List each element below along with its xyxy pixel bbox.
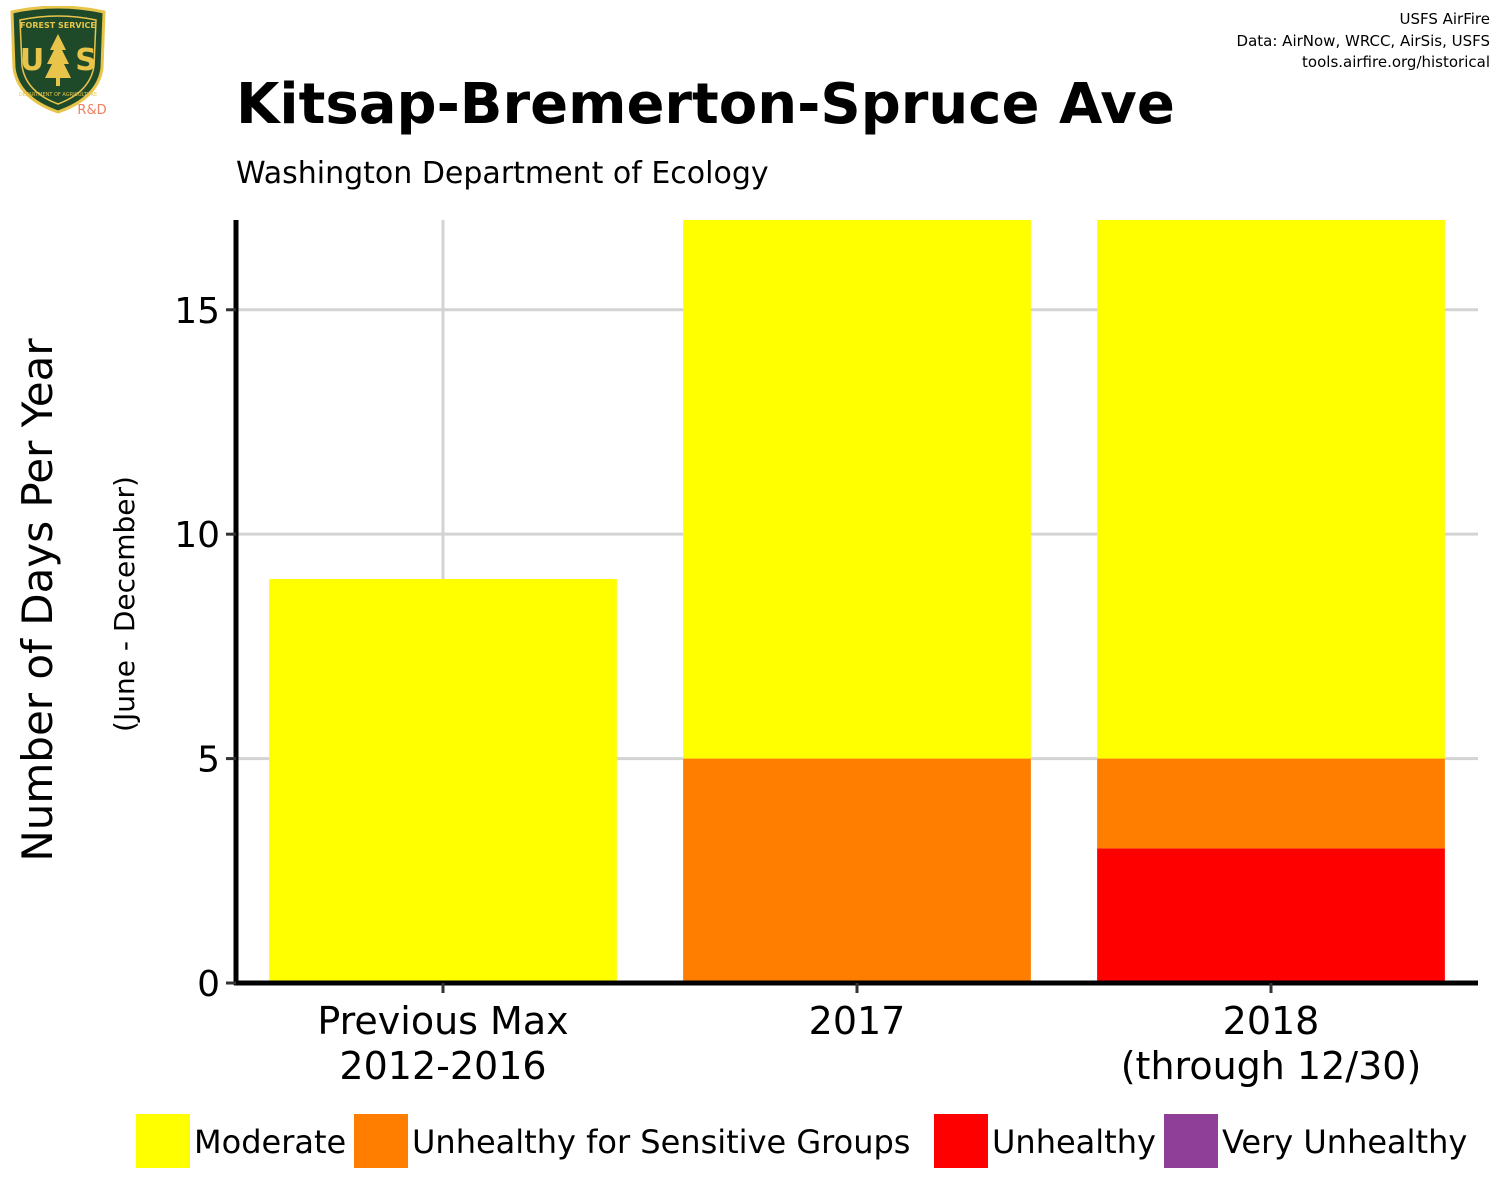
y-tick-label: 5 <box>197 740 220 781</box>
y-tick-label: 15 <box>174 291 220 332</box>
legend-swatch-moderate <box>136 1114 190 1168</box>
tree-icon <box>45 34 71 78</box>
y-tick-label: 0 <box>197 964 220 1005</box>
legend-swatch-very-unhealthy <box>1164 1114 1218 1168</box>
bar-unhealthy-2 <box>1097 848 1445 983</box>
y-tick-label: 10 <box>174 515 220 556</box>
legend-swatch-unhealthy-for-sensitive-groups <box>354 1114 408 1168</box>
bar-moderate-0 <box>269 579 617 983</box>
x-tick-label: (through 12/30) <box>1121 1044 1422 1088</box>
x-tick-label: 2012-2016 <box>339 1044 546 1088</box>
credit-line-2: Data: AirNow, WRCC, AirSis, USFS <box>1236 32 1490 50</box>
svg-text:U: U <box>20 43 44 78</box>
legend-swatch-unhealthy <box>934 1114 988 1168</box>
logo-top-text: FOREST SERVICE <box>20 21 96 30</box>
usfs-shield-logo: FOREST SERVICE U S DEPARTMENT OF AGRICUL… <box>10 6 107 114</box>
y-axis-title: Number of Days Per Year <box>13 338 62 862</box>
y-axis-subtitle: (June - December) <box>108 476 141 732</box>
legend-label-very-unhealthy: Very Unhealthy <box>1222 1123 1467 1161</box>
credit-line-3: tools.airfire.org/historical <box>1302 53 1490 71</box>
x-tick-label: 2017 <box>809 999 906 1043</box>
x-tick-label: Previous Max <box>317 999 568 1043</box>
svg-text:S: S <box>75 43 97 78</box>
x-tick-label: 2018 <box>1223 999 1320 1043</box>
bar-unhealthy-for-sensitive-groups-2 <box>1097 758 1445 849</box>
credit-line-1: USFS AirFire <box>1399 10 1490 28</box>
logo-rd-badge: R&D <box>77 103 106 114</box>
chart-title: Kitsap-Bremerton-Spruce Ave <box>236 72 1175 137</box>
logo-bottom-text: DEPARTMENT OF AGRICULTURE <box>19 92 97 98</box>
bar-moderate-2 <box>1097 220 1445 759</box>
bar-moderate-1 <box>683 220 1031 759</box>
chart-subtitle: Washington Department of Ecology <box>236 156 769 191</box>
legend-label-unhealthy-for-sensitive-groups: Unhealthy for Sensitive Groups <box>412 1123 910 1161</box>
legend-label-unhealthy: Unhealthy <box>992 1123 1156 1161</box>
legend-label-moderate: Moderate <box>194 1123 346 1161</box>
bar-unhealthy-for-sensitive-groups-1 <box>683 758 1031 983</box>
